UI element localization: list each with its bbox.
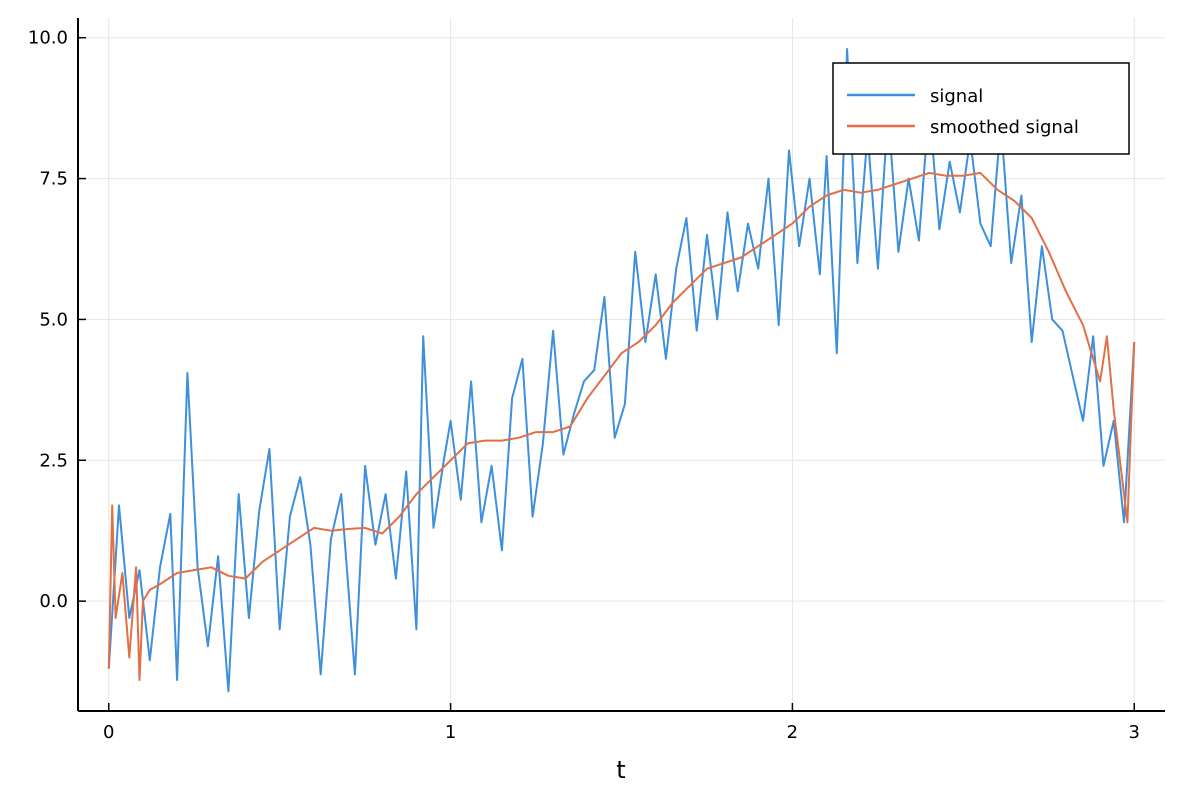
tick-labels: 0 1 2 3 0.0 2.5 5.0 7.5 10.0	[28, 28, 1140, 743]
x-tick-label: 0	[103, 722, 114, 743]
legend-label-smoothed-signal: smoothed signal	[930, 117, 1079, 138]
x-tick-label: 3	[1129, 722, 1140, 743]
y-tick-label: 5.0	[39, 309, 68, 330]
axes	[77, 18, 1165, 712]
y-tick-label: 7.5	[39, 169, 68, 190]
signal-line	[107, 48, 1136, 693]
series-group	[107, 48, 1136, 693]
y-tick-label: 10.0	[28, 28, 68, 49]
y-tick-label: 2.5	[39, 450, 68, 471]
grid	[78, 18, 1165, 711]
y-tick-label: 0.0	[39, 591, 68, 612]
smoothed-signal-line	[107, 171, 1136, 681]
legend-label-signal: signal	[930, 86, 983, 107]
legend-box	[832, 62, 1130, 155]
x-axis-title: t	[616, 756, 625, 784]
x-tick-label: 1	[445, 722, 456, 743]
legend: signal smoothed signal	[832, 62, 1130, 155]
x-tick-label: 2	[787, 722, 798, 743]
